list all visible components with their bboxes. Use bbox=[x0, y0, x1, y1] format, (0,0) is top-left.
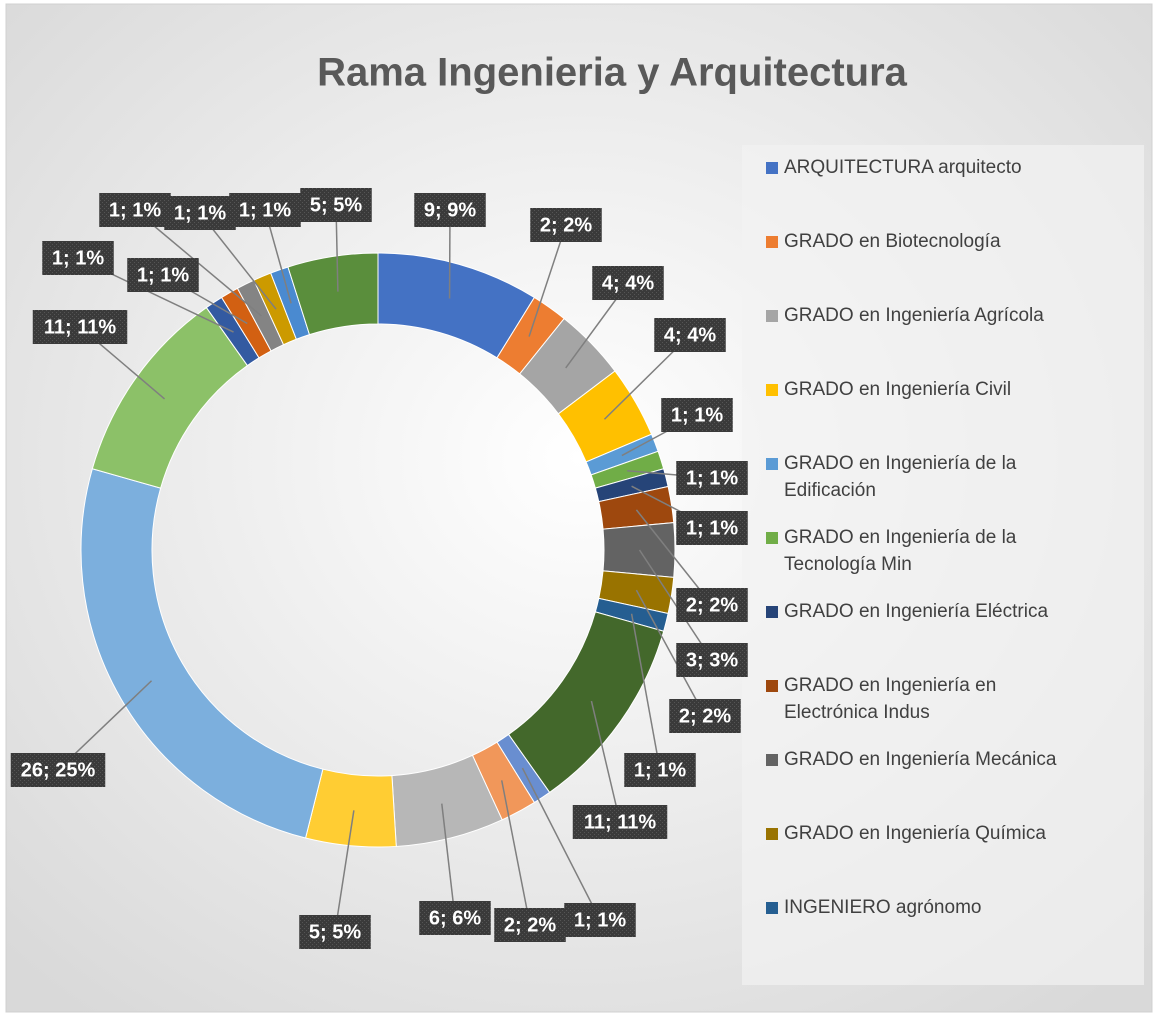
legend-swatch bbox=[766, 236, 778, 248]
legend-label: GRADO en Ingeniería Civil bbox=[784, 379, 1011, 400]
data-label: 2; 2% bbox=[686, 594, 738, 616]
data-label: 2; 2% bbox=[679, 705, 731, 727]
data-label: 1; 1% bbox=[109, 199, 161, 221]
legend-label-line: GRADO en Ingeniería de la bbox=[784, 453, 1017, 474]
data-label: 1; 1% bbox=[52, 247, 104, 269]
legend-label: ARQUITECTURA arquitecto bbox=[784, 157, 1022, 178]
legend-label: GRADO en Ingeniería Agrícola bbox=[784, 305, 1044, 326]
legend-label: GRADO en Ingeniería Eléctrica bbox=[784, 601, 1048, 622]
data-label: 11; 11% bbox=[44, 316, 117, 338]
legend-label-line: Tecnología Min bbox=[784, 554, 912, 575]
data-label: 6; 6% bbox=[429, 907, 481, 929]
legend-swatch bbox=[766, 754, 778, 766]
donut-slice bbox=[603, 523, 675, 578]
data-label: 1; 1% bbox=[686, 467, 738, 489]
data-label: 4; 4% bbox=[664, 324, 716, 346]
legend-swatch bbox=[766, 310, 778, 322]
legend-label-line: GRADO en Ingeniería de la bbox=[784, 527, 1017, 548]
legend-label: GRADO en Biotecnología bbox=[784, 231, 1001, 252]
data-label: 1; 1% bbox=[574, 909, 626, 931]
legend-label-line: Edificación bbox=[784, 480, 876, 501]
data-label: 1; 1% bbox=[137, 264, 189, 286]
data-label: 2; 2% bbox=[504, 914, 556, 936]
legend-swatch bbox=[766, 902, 778, 914]
data-label: 1; 1% bbox=[671, 404, 723, 426]
data-label: 5; 5% bbox=[309, 921, 361, 943]
chart-title: Rama Ingenieria y Arquitectura bbox=[317, 51, 908, 95]
legend-swatch bbox=[766, 680, 778, 692]
legend-swatch bbox=[766, 458, 778, 470]
data-label: 1; 1% bbox=[239, 199, 291, 221]
legend-label-line: Electrónica Indus bbox=[784, 702, 930, 723]
legend-label: INGENIERO agrónomo bbox=[784, 897, 981, 918]
data-label: 1; 1% bbox=[686, 517, 738, 539]
data-label: 9; 9% bbox=[424, 199, 476, 221]
legend-label: GRADO en Ingeniería Mecánica bbox=[784, 749, 1057, 770]
data-label: 4; 4% bbox=[602, 272, 654, 294]
data-label: 3; 3% bbox=[686, 649, 738, 671]
data-label: 5; 5% bbox=[310, 194, 362, 216]
legend-swatch bbox=[766, 606, 778, 618]
data-label: 2; 2% bbox=[540, 214, 592, 236]
legend-swatch bbox=[766, 162, 778, 174]
data-label: 1; 1% bbox=[174, 202, 226, 224]
legend-label-line: GRADO en Ingeniería en bbox=[784, 675, 996, 696]
data-label: 11; 11% bbox=[584, 811, 657, 833]
legend-swatch bbox=[766, 532, 778, 544]
legend-swatch bbox=[766, 384, 778, 396]
legend-swatch bbox=[766, 828, 778, 840]
legend-label: GRADO en Ingeniería Química bbox=[784, 823, 1046, 844]
data-label: 1; 1% bbox=[634, 759, 686, 781]
data-label: 26; 25% bbox=[21, 759, 96, 781]
